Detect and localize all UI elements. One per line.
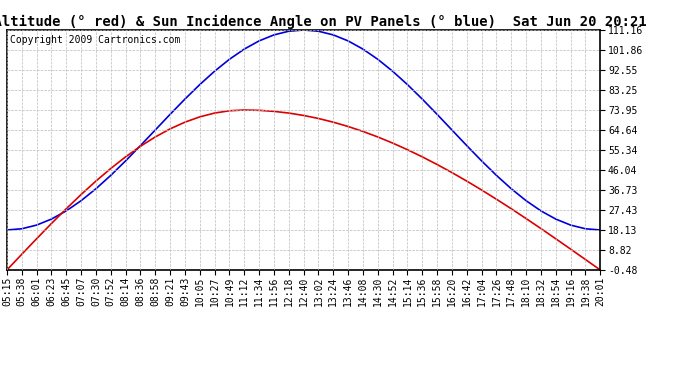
Text: Copyright 2009 Cartronics.com: Copyright 2009 Cartronics.com [10,35,180,45]
Title: Sun Altitude (° red) & Sun Incidence Angle on PV Panels (° blue)  Sat Jun 20 20:: Sun Altitude (° red) & Sun Incidence Ang… [0,15,647,29]
